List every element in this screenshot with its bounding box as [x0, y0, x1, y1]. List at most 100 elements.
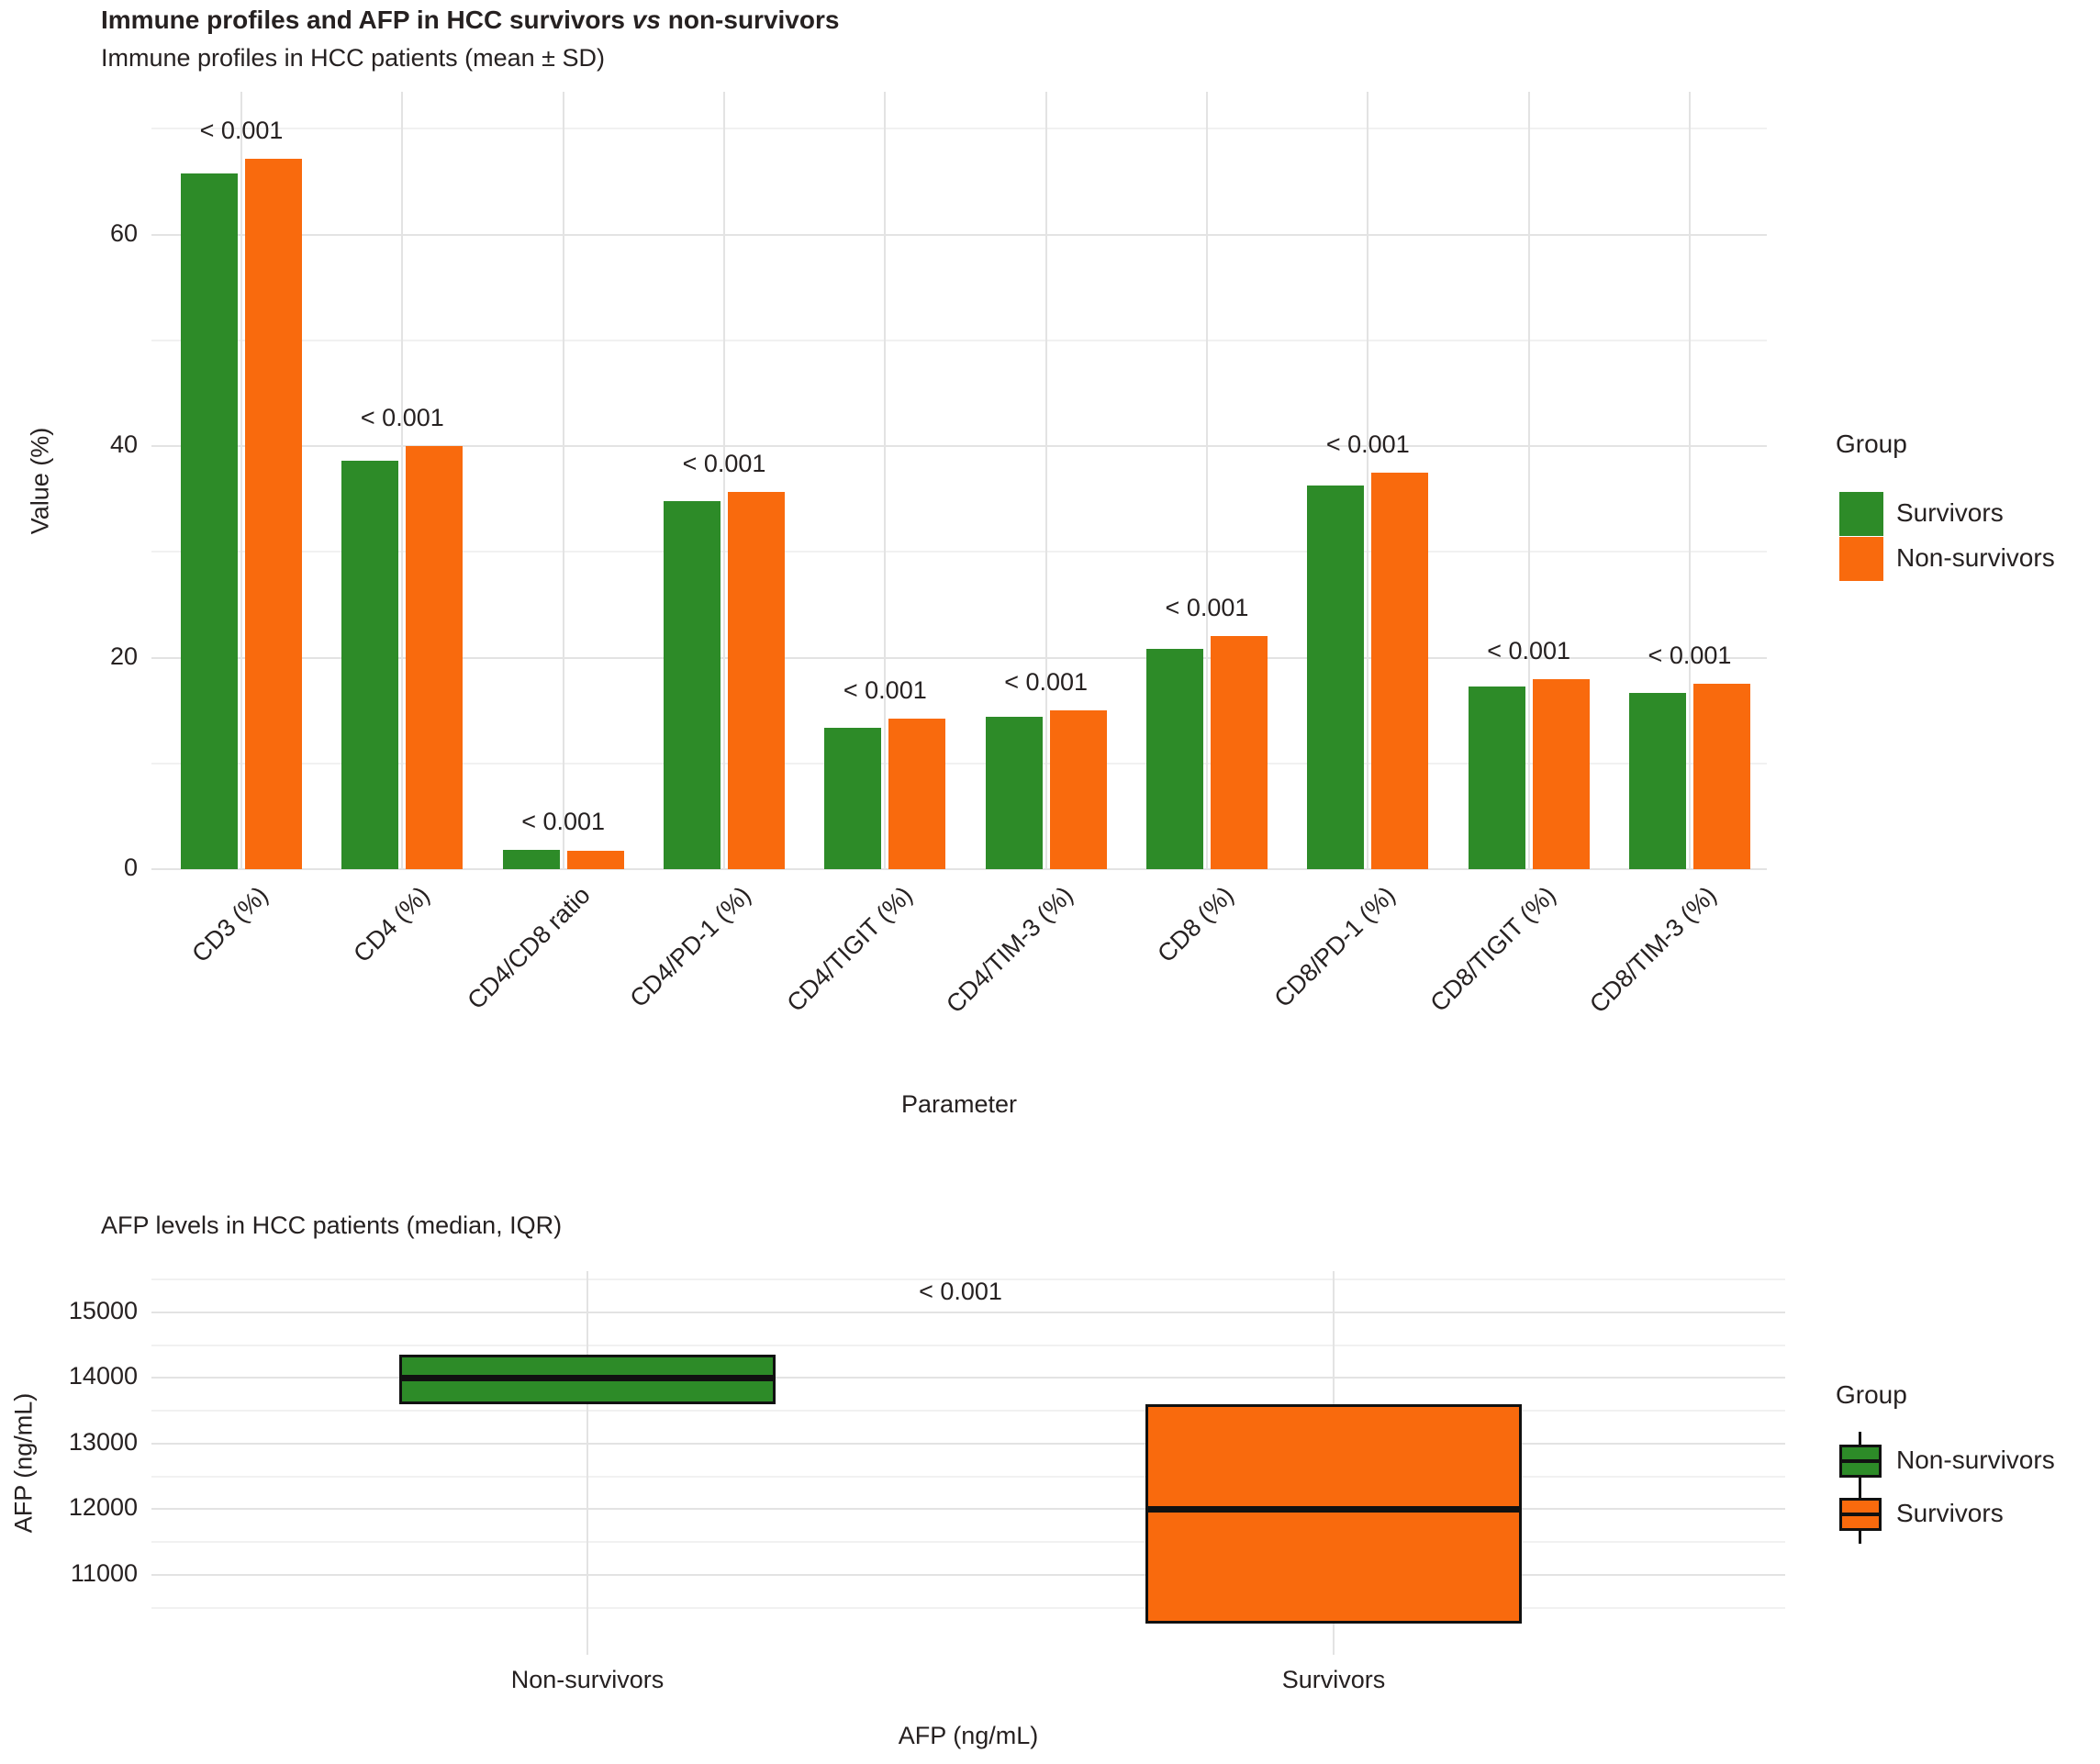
x-tick-label: CD8/PD-1 (%): [1268, 881, 1401, 1013]
gridline-minor: [151, 1410, 1785, 1412]
y-tick-label: 14000: [68, 1362, 138, 1390]
gridline-vertical: [562, 92, 564, 869]
pvalue-label: < 0.001: [1487, 636, 1571, 664]
gridline-minor: [151, 1606, 1785, 1609]
legend-swatch-survivors: [1839, 492, 1883, 536]
gridline-vertical: [1367, 92, 1369, 869]
gridline-vertical: [240, 92, 242, 869]
x-tick-label: Non-survivors: [510, 1666, 665, 1693]
pvalue-label: < 0.001: [199, 116, 284, 144]
x-tick-label: CD8 (%): [1152, 881, 1240, 968]
gridline-major: [151, 656, 1767, 659]
bar-non-survivors-6: [1210, 636, 1268, 869]
pvalue-label: < 0.001: [843, 676, 927, 705]
gridline-vertical: [722, 92, 725, 869]
x-tick-label: Survivors: [1281, 1666, 1386, 1693]
pvalue-label: < 0.001: [1165, 594, 1249, 622]
bar-survivors-8: [1468, 686, 1525, 869]
gridline-minor: [151, 551, 1767, 553]
bar-non-survivors-5: [1049, 710, 1107, 869]
gridline-vertical: [1205, 92, 1208, 869]
legend-label-survivors: Survivors: [1896, 1499, 2004, 1527]
bar-non-survivors-0: [245, 158, 302, 869]
bar-chart-legend-title: Group: [1836, 430, 1907, 458]
gridline-major: [151, 1377, 1785, 1379]
bar-non-survivors-8: [1532, 678, 1590, 869]
legend-swatch-non-survivors: [1839, 537, 1883, 581]
pvalue-label: < 0.001: [1004, 668, 1089, 697]
legend-boxplot-glyph-survivors: [1839, 1485, 1882, 1544]
y-tick-label: 60: [109, 218, 138, 247]
x-tick-label: CD4/PD-1 (%): [625, 881, 757, 1013]
bar-non-survivors-2: [566, 851, 624, 869]
gridline-minor: [151, 128, 1767, 130]
gridline-vertical: [1527, 92, 1530, 869]
bar-survivors-1: [341, 461, 399, 869]
gridline-major: [151, 445, 1767, 448]
x-tick-label: CD3 (%): [186, 881, 274, 968]
box-chart-y-axis-title: AFP (ng/mL): [9, 1392, 38, 1534]
x-tick-label: CD4/TIM-3 (%): [941, 881, 1078, 1019]
box-chart-title: AFP levels in HCC patients (median, IQR): [101, 1211, 563, 1239]
glyph-median: [1839, 1459, 1882, 1463]
pvalue-label: < 0.001: [521, 808, 606, 836]
median-line-non-survivors: [399, 1375, 776, 1382]
y-tick-label: 40: [109, 430, 138, 459]
y-tick-label: 0: [123, 854, 138, 881]
gridline-vertical: [1688, 92, 1691, 869]
bar-survivors-5: [985, 717, 1043, 869]
gridline-major: [151, 1508, 1785, 1511]
bar-chart-y-axis-title: Value (%): [26, 427, 54, 535]
legend-boxplot-glyph-non-survivors: [1839, 1432, 1882, 1490]
pvalue-label: < 0.001: [1325, 430, 1410, 458]
gridline-minor: [151, 339, 1767, 341]
gridline-minor: [151, 1278, 1785, 1281]
figure-title: Immune profiles and AFP in HCC survivors…: [101, 6, 839, 35]
bar-survivors-4: [824, 727, 882, 869]
bar-survivors-3: [663, 500, 720, 869]
y-tick-label: 11000: [70, 1558, 138, 1587]
bar-non-survivors-9: [1692, 684, 1750, 869]
x-tick-label: CD8/TIM-3 (%): [1584, 881, 1723, 1019]
legend-label-survivors: Survivors: [1896, 498, 2004, 527]
gridline-minor: [151, 1344, 1785, 1346]
gridline-minor: [151, 1475, 1785, 1478]
figure-title-vs-emphasis: vs: [631, 6, 661, 34]
gridline-vertical: [1044, 92, 1047, 869]
legend-label-non-survivors: Non-survivors: [1896, 1446, 2055, 1474]
figure-title-suffix: non-survivors: [660, 6, 840, 34]
y-tick-label: 13000: [68, 1427, 138, 1456]
y-tick-label: 12000: [68, 1493, 138, 1522]
median-line-survivors: [1145, 1506, 1522, 1513]
gridline-major: [151, 1442, 1785, 1445]
gridline-major: [151, 868, 1767, 870]
y-tick-label: 20: [109, 642, 138, 670]
y-tick-label: 15000: [68, 1297, 138, 1324]
bar-chart-x-axis-title: Parameter: [900, 1090, 1018, 1118]
figure-title-prefix: Immune profiles and AFP in HCC survivors: [101, 6, 632, 34]
pvalue-label: < 0.001: [919, 1278, 1002, 1305]
bar-non-survivors-3: [727, 491, 785, 869]
gridline-major: [151, 233, 1767, 236]
pvalue-label: < 0.001: [682, 449, 766, 477]
iqr-box-survivors: [1145, 1404, 1522, 1624]
bar-survivors-9: [1628, 692, 1686, 869]
gridline-major: [151, 1573, 1785, 1576]
bar-survivors-7: [1307, 485, 1365, 869]
x-tick-label: CD4/CD8 ratio: [462, 881, 596, 1015]
bar-non-survivors-7: [1371, 472, 1429, 869]
gridline-minor: [151, 1541, 1785, 1544]
pvalue-label: < 0.001: [360, 404, 444, 432]
legend-label-non-survivors: Non-survivors: [1896, 543, 2055, 572]
gridline-vertical: [586, 1271, 588, 1655]
bar-non-survivors-1: [406, 446, 464, 869]
gridline-minor: [151, 762, 1767, 765]
gridline-vertical: [884, 92, 887, 869]
bar-survivors-2: [502, 850, 560, 869]
box-chart-x-axis-title: AFP (ng/mL): [898, 1722, 1039, 1749]
box-chart-legend-title: Group: [1836, 1380, 1907, 1409]
bar-chart-title: Immune profiles in HCC patients (mean ± …: [101, 44, 606, 72]
gridline-major: [151, 1312, 1785, 1313]
bar-non-survivors-4: [888, 719, 946, 869]
